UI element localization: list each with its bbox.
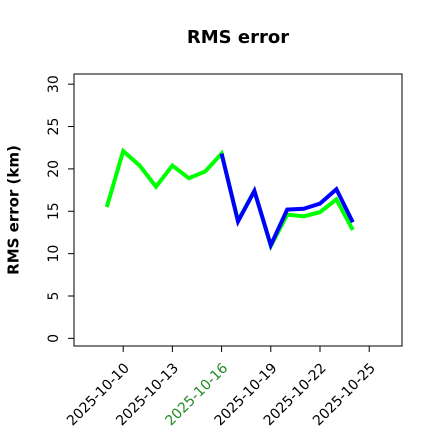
plot-frame xyxy=(73,73,403,347)
y-tick-label: 15 xyxy=(46,202,62,220)
y-axis-label: RMS error (km) xyxy=(5,145,23,275)
chart-title: RMS error xyxy=(187,27,289,48)
y-tick-label: 10 xyxy=(46,245,62,263)
y-tick-label: 0 xyxy=(46,334,62,343)
y-tick-label: 30 xyxy=(46,75,62,93)
y-tick-label: 5 xyxy=(46,292,62,301)
series-line xyxy=(219,153,355,251)
series-line xyxy=(104,147,355,252)
y-tick-label: 25 xyxy=(46,118,62,136)
y-tick-label: 20 xyxy=(46,160,62,178)
